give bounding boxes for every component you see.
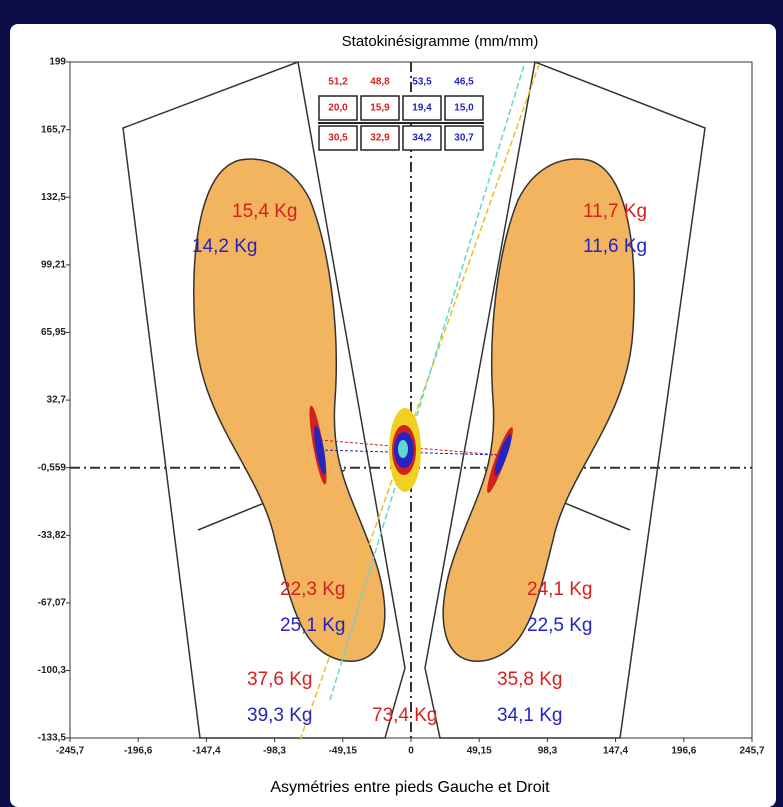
y-tick-label: -100,3 — [38, 665, 67, 676]
summary-value: 30,7 — [454, 133, 474, 144]
weight: 11,6 Kg — [583, 236, 647, 257]
summary-value: 34,2 — [412, 133, 432, 144]
sway-left — [314, 425, 326, 475]
weight: 15,4 Kg — [232, 201, 298, 222]
y-tick-label: 199 — [49, 57, 66, 68]
left-foot — [193, 158, 386, 663]
chart-title: Statokinésigramme (mm/mm) — [342, 33, 539, 50]
summary-box — [318, 95, 358, 121]
summary-top: 46,5 — [454, 77, 474, 88]
weight: 25,1 Kg — [280, 615, 346, 636]
x-tick-label: 196,6 — [671, 746, 696, 757]
right-zone — [424, 60, 706, 739]
summary-value: 30,5 — [328, 133, 348, 144]
summary-top: 48,8 — [370, 77, 390, 88]
weight: 22,5 Kg — [527, 615, 593, 636]
x-tick-label: 147,4 — [603, 746, 628, 757]
sway-right — [494, 434, 512, 476]
x-tick-label: -49,15 — [329, 746, 358, 757]
summary-box — [402, 125, 442, 151]
axis-line — [329, 61, 526, 701]
y-tick-label: -33,82 — [38, 530, 67, 541]
weight: 34,1 Kg — [497, 705, 563, 726]
summary-value: 19,4 — [412, 103, 432, 114]
summary-box — [402, 95, 442, 121]
summary-box — [360, 125, 400, 151]
summary-value: 15,9 — [370, 103, 390, 114]
weight: 11,7 Kg — [583, 201, 647, 222]
weight: 37,6 Kg — [247, 669, 313, 690]
weight: 22,3 Kg — [280, 579, 346, 600]
y-tick-label: -0,559 — [38, 462, 67, 473]
weight: 39,3 Kg — [247, 705, 313, 726]
left-zone — [122, 60, 406, 739]
summary-box — [444, 95, 484, 121]
x-tick-label: -98,3 — [263, 746, 286, 757]
summary-value: 32,9 — [370, 133, 390, 144]
x-tick-label: 245,7 — [739, 746, 764, 757]
summary-value: 15,0 — [454, 103, 474, 114]
weight: 35,8 Kg — [497, 669, 563, 690]
summary-top: 51,2 — [328, 77, 348, 88]
weight-total: 73,4 Kg — [372, 705, 438, 726]
right-foot — [442, 158, 635, 663]
y-tick-label: 32,7 — [47, 395, 67, 406]
summary-box — [444, 125, 484, 151]
y-tick-label: 132,5 — [41, 192, 66, 203]
y-tick-label: 65,95 — [41, 327, 66, 338]
y-tick-label: 99,21 — [41, 260, 66, 271]
weight: 24,1 Kg — [527, 579, 593, 600]
weight: 14,2 Kg — [192, 236, 258, 257]
x-tick-label: 49,15 — [467, 746, 492, 757]
x-tick-label: -245,7 — [56, 746, 85, 757]
y-tick-label: 165,7 — [41, 124, 66, 135]
sway-center — [398, 440, 408, 458]
summary-box — [360, 95, 400, 121]
summary-box — [318, 125, 358, 151]
x-axis-label: Asymétries entre pieds Gauche et Droit — [270, 779, 550, 796]
axis-line — [299, 61, 541, 741]
summary-top: 53,5 — [412, 77, 432, 88]
summary-value: 20,0 — [328, 103, 348, 114]
y-tick-label: -133,5 — [38, 733, 67, 744]
x-tick-label: -147,4 — [192, 746, 221, 757]
y-tick-label: -67,07 — [38, 598, 67, 609]
x-tick-label: 0 — [408, 746, 414, 757]
x-tick-label: 98,3 — [538, 746, 558, 757]
x-tick-label: -196,6 — [124, 746, 153, 757]
